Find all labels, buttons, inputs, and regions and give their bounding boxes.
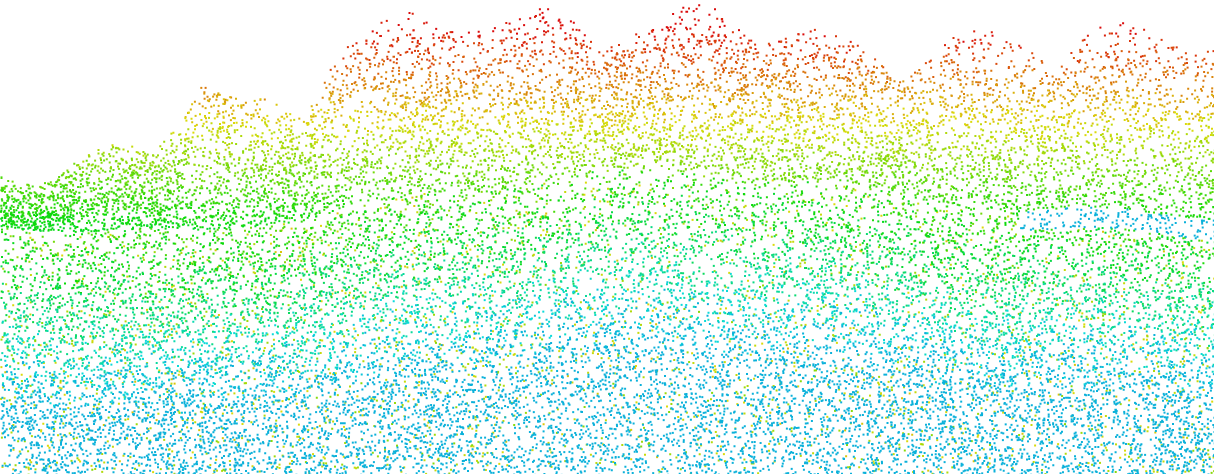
lidar-points: [9, 145, 1214, 474]
lidar-points: [356, 8, 1156, 55]
lidar-points: [1, 207, 1214, 474]
lidar-points: [330, 37, 1209, 74]
lidar-points: [372, 4, 1137, 44]
page-body: (() => { const data = JSON.parse(documen…: [0, 0, 1214, 474]
point-cloud-view: [0, 0, 1214, 474]
lidar-points: [1, 164, 1214, 256]
lidar-points: [342, 29, 1214, 64]
lidar-points: [2, 216, 1214, 355]
lidar-points: [0, 170, 1214, 312]
page: {} html, body { margin: 0; padding: 0; b…: [0, 0, 1214, 474]
lidar-points: [1, 96, 1210, 472]
